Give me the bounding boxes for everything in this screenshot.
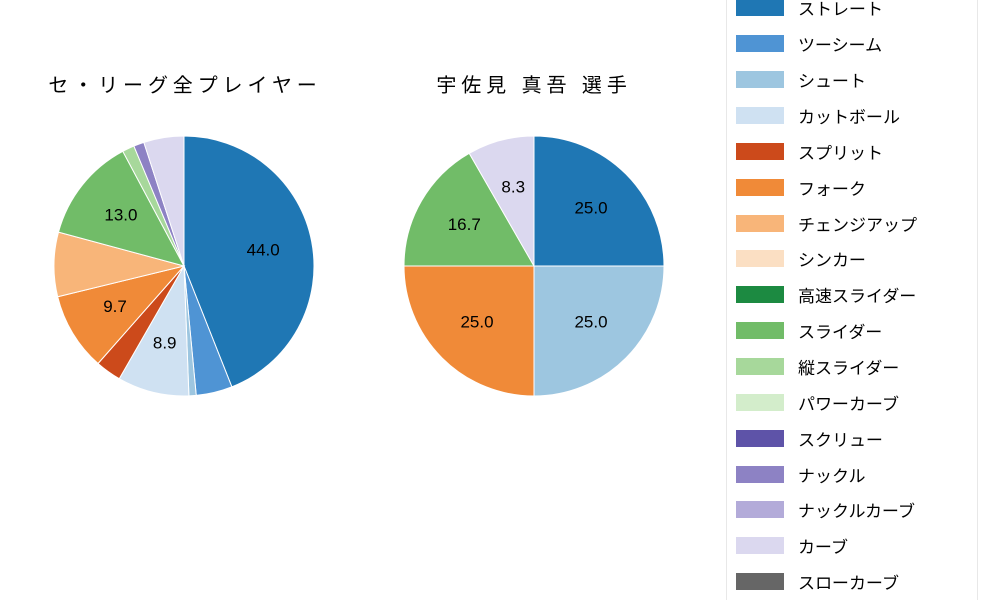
svg-text:25.0: 25.0 [574,198,607,217]
svg-text:9.7: 9.7 [103,297,127,316]
svg-text:25.0: 25.0 [460,312,493,331]
svg-text:8.3: 8.3 [501,178,525,197]
svg-text:8.9: 8.9 [153,334,177,353]
svg-text:13.0: 13.0 [104,205,137,224]
svg-text:16.7: 16.7 [448,215,481,234]
svg-text:25.0: 25.0 [574,312,607,331]
svg-text:44.0: 44.0 [247,240,280,259]
